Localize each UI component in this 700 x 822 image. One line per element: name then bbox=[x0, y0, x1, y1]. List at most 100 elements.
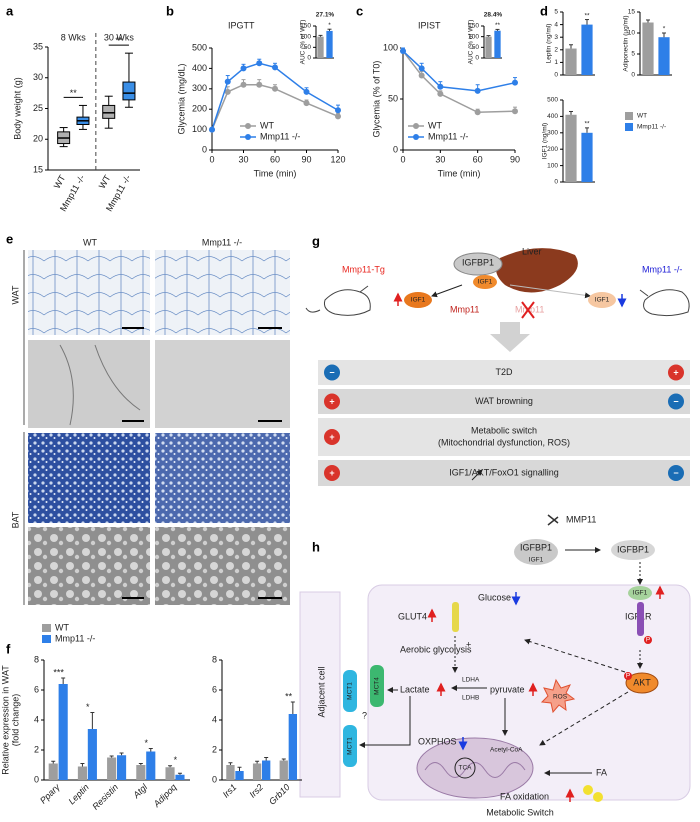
tca-cycle bbox=[454, 757, 476, 779]
column-label: WT bbox=[83, 237, 97, 247]
x-tick-label: Atgl bbox=[131, 781, 150, 800]
cristae bbox=[424, 762, 526, 778]
x-tick-label: 30 bbox=[238, 154, 248, 164]
y-axis-label: Leptin (ng/ml) bbox=[546, 24, 553, 64]
y-tick-label: 1 bbox=[554, 59, 558, 66]
x-tick-label: 0 bbox=[400, 154, 405, 164]
column-label: Mmp11 -/- bbox=[202, 237, 242, 247]
bar bbox=[317, 36, 324, 58]
micrograph bbox=[28, 340, 150, 428]
legend-label: Mmp11 -/- bbox=[55, 633, 95, 643]
point bbox=[303, 100, 310, 107]
label: MMP11 bbox=[566, 514, 596, 524]
phospho bbox=[644, 636, 652, 644]
y-tick-label: 100 bbox=[468, 33, 479, 40]
sign-badge bbox=[668, 465, 684, 481]
chart-title: 27.1% bbox=[316, 12, 335, 19]
bar bbox=[136, 765, 146, 780]
label: P bbox=[626, 673, 630, 680]
y-tick-label: 15 bbox=[628, 9, 636, 16]
panel-label: a bbox=[6, 3, 14, 18]
label: IGFBP1 bbox=[462, 257, 494, 267]
legend-label: Mmp11 -/- bbox=[428, 131, 468, 141]
y-tick-label: 0 bbox=[475, 55, 479, 62]
row-text: (Mitochondrial dysfunction, ROS) bbox=[438, 437, 570, 447]
chart-title: 28.4% bbox=[484, 12, 503, 19]
y-tick-label: 4 bbox=[212, 714, 217, 724]
x-tick-label: 0 bbox=[209, 154, 214, 164]
y-axis-label: Adiponectin (µg/ml) bbox=[623, 15, 630, 71]
legend-marker bbox=[245, 134, 251, 140]
igf1 bbox=[628, 586, 652, 600]
panel-label: e bbox=[6, 231, 13, 246]
label: FA oxidation bbox=[500, 791, 549, 801]
fa-droplet bbox=[593, 792, 603, 802]
significance: ** bbox=[495, 22, 501, 29]
group-label: 8 Wks bbox=[61, 32, 87, 42]
legend-swatch bbox=[625, 123, 633, 131]
y-tick-label: 2 bbox=[212, 744, 217, 754]
panel-label: f bbox=[6, 641, 11, 656]
sign: + bbox=[329, 468, 334, 478]
sign-badge bbox=[668, 364, 684, 381]
panel-label: h bbox=[312, 539, 320, 554]
significance: ** bbox=[584, 121, 590, 128]
y-tick-label: 8 bbox=[212, 654, 217, 664]
bar bbox=[485, 36, 492, 58]
label: Mmp11 -/- bbox=[642, 264, 682, 274]
y-tick-label: 400 bbox=[192, 63, 207, 73]
label: ROS bbox=[553, 694, 568, 701]
y-tick-label: 20 bbox=[33, 134, 43, 144]
chart-title: IPIST bbox=[418, 20, 441, 30]
label: Metabolic Switch bbox=[486, 807, 554, 817]
bar bbox=[581, 24, 593, 76]
y-tick-label: 35 bbox=[33, 41, 43, 51]
sign-badge bbox=[324, 429, 340, 445]
label: IGFBP1 bbox=[617, 544, 649, 554]
y-tick-label: 6 bbox=[34, 684, 39, 694]
y-axis-label: IGF1 (ng/ml) bbox=[542, 123, 549, 159]
micrograph bbox=[28, 527, 150, 605]
y-tick-label: 10 bbox=[628, 30, 636, 37]
x-tick-label: 90 bbox=[301, 154, 311, 164]
row-text: T2D bbox=[495, 367, 513, 377]
point bbox=[209, 126, 215, 133]
y-tick-label: 0 bbox=[34, 774, 39, 784]
legend-label: WT bbox=[637, 113, 647, 120]
bar bbox=[48, 763, 58, 780]
point bbox=[224, 78, 231, 85]
y-tick-label: 200 bbox=[547, 146, 558, 153]
y-tick-label: 200 bbox=[192, 104, 207, 114]
row-text: IGF1/AKT/FoxO1 signalling bbox=[449, 467, 559, 477]
micrograph bbox=[155, 340, 290, 428]
point bbox=[335, 113, 341, 120]
y-tick-label: 2 bbox=[554, 47, 558, 54]
bar bbox=[565, 48, 577, 75]
row-text: WAT browning bbox=[475, 396, 533, 406]
cross bbox=[521, 301, 535, 319]
y-axis-label: Body weight (g) bbox=[12, 77, 22, 140]
bar bbox=[279, 760, 288, 780]
x-tick-label: 30 bbox=[435, 154, 445, 164]
y-tick-label: 3 bbox=[554, 34, 558, 41]
y-axis-label: Glycemia (mg/dL) bbox=[176, 63, 186, 134]
significance: * bbox=[144, 738, 148, 748]
y-tick-label: 0 bbox=[554, 179, 558, 186]
sign: + bbox=[329, 396, 334, 406]
label: Glucose bbox=[478, 592, 511, 602]
panel-label: d bbox=[540, 3, 548, 18]
legend-label: Mmp11 -/- bbox=[260, 131, 300, 141]
sign-badge bbox=[324, 393, 340, 410]
igf1 bbox=[473, 275, 497, 289]
label: + bbox=[466, 639, 471, 649]
arrow bbox=[359, 696, 411, 748]
x-tick-label: 60 bbox=[473, 154, 483, 164]
glut4 bbox=[452, 602, 459, 632]
series-line bbox=[211, 62, 339, 130]
label: AKT bbox=[633, 677, 651, 687]
legend-label: WT bbox=[428, 120, 442, 130]
point bbox=[240, 81, 247, 88]
chart-title: IPGTT bbox=[228, 20, 255, 30]
bar bbox=[107, 757, 117, 780]
x-tick-label: WT bbox=[97, 173, 113, 191]
